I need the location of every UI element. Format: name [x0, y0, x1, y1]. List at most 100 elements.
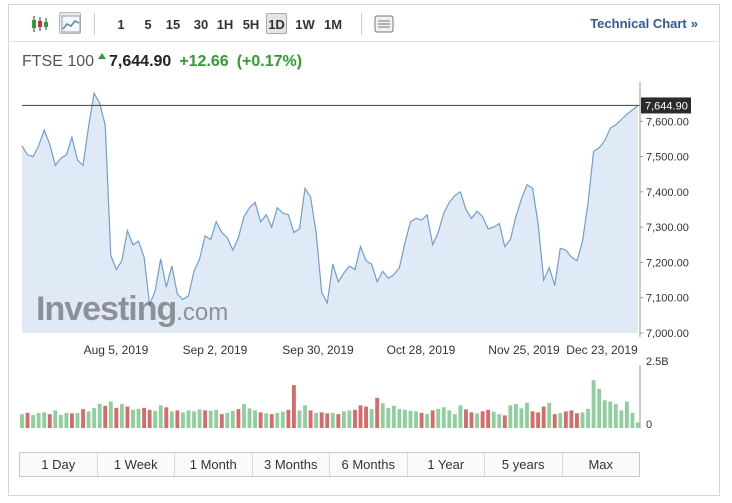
time-range-selector: 1 Day 1 Week 1 Month 3 Months 6 Months 1 Year…: [19, 452, 640, 477]
volume-bar: [497, 414, 502, 428]
volume-bar: [436, 408, 441, 428]
investing-watermark: Investing.com: [36, 290, 228, 329]
volume-bar: [608, 401, 613, 428]
volume-bar: [219, 414, 224, 428]
table-view-icon[interactable]: [372, 12, 394, 34]
volume-bar: [114, 407, 119, 428]
volume-bar: [230, 410, 235, 428]
range-button-5-years[interactable]: 5 years: [485, 453, 563, 476]
last-price-badge-label: 7,644.90: [645, 100, 688, 112]
volume-bar: [208, 410, 213, 428]
volume-bar: [447, 410, 452, 428]
volume-bar: [64, 412, 69, 428]
volume-bar: [286, 409, 291, 428]
range-button-1-day[interactable]: 1 Day: [20, 453, 98, 476]
technical-chart-label: Technical Chart: [590, 16, 687, 31]
double-chevron-right-icon: »: [690, 16, 698, 31]
volume-bar: [369, 409, 374, 428]
volume-bar: [480, 411, 485, 428]
y-tick-label: 7,000.00: [646, 328, 689, 340]
toolbar-divider: [94, 13, 95, 35]
volume-bar: [563, 411, 568, 428]
volume-bar: [469, 412, 474, 428]
volume-bar: [36, 412, 41, 428]
interval-button-5[interactable]: 5: [144, 17, 152, 32]
volume-bar: [513, 404, 518, 428]
range-button-1-week[interactable]: 1 Week: [97, 453, 175, 476]
volume-bar: [441, 407, 446, 428]
volume-bar: [458, 405, 463, 428]
volume-bar: [214, 409, 219, 428]
range-button-1-month[interactable]: 1 Month: [175, 453, 253, 476]
volume-bar: [247, 408, 252, 428]
volume-bar: [97, 403, 102, 428]
volume-bar: [92, 407, 97, 428]
interval-button-1d[interactable]: 1D: [266, 13, 287, 34]
volume-bar: [408, 410, 413, 428]
volume-bar: [430, 410, 435, 428]
volume-bar: [242, 404, 246, 428]
volume-bar: [197, 409, 202, 428]
volume-bar: [619, 410, 624, 428]
y-tick-label: 7,600.00: [646, 116, 689, 128]
volume-bar: [25, 412, 30, 428]
volume-bar: [308, 410, 313, 428]
interval-button-1w[interactable]: 1W: [295, 17, 315, 32]
interval-button-1[interactable]: 1: [117, 17, 125, 32]
range-button-3-months[interactable]: 3 Months: [252, 453, 330, 476]
volume-bar: [386, 407, 391, 428]
volume-bar: [425, 414, 430, 428]
interval-button-5h[interactable]: 5H: [242, 17, 260, 32]
range-button-max[interactable]: Max: [562, 453, 639, 476]
volume-bar: [203, 410, 208, 428]
volume-bar: [575, 413, 579, 428]
volume-bar: [131, 409, 135, 428]
volume-bar: [358, 405, 363, 428]
candlestick-icon[interactable]: [28, 12, 50, 34]
volume-bar: [580, 412, 585, 428]
volume-bar: [42, 412, 47, 428]
volume-bar: [452, 414, 457, 428]
volume-bar: [319, 412, 324, 428]
y-tick-label: 7,200.00: [646, 257, 689, 269]
interval-button-15[interactable]: 15: [165, 17, 181, 32]
volume-bar: [536, 412, 541, 428]
volume-bar: [103, 405, 108, 428]
volume-bar: [591, 380, 596, 428]
range-button-1-year[interactable]: 1 Year: [407, 453, 485, 476]
volume-bar: [53, 410, 58, 428]
volume-bar: [236, 409, 241, 428]
volume-bar: [142, 407, 147, 428]
volume-bar: [486, 409, 491, 428]
volume-bar: [70, 413, 74, 428]
interval-button-30[interactable]: 30: [193, 17, 209, 32]
volume-bar: [297, 410, 302, 428]
range-button-6-months[interactable]: 6 Months: [330, 453, 408, 476]
y-tick-label: 7,300.00: [646, 222, 689, 234]
interval-button-1h[interactable]: 1H: [216, 17, 234, 32]
volume-bar: [325, 413, 330, 428]
volume-bar: [20, 414, 24, 428]
volume-bar: [164, 407, 169, 428]
volume-bar: [253, 410, 258, 428]
interval-button-1m[interactable]: 1M: [323, 17, 343, 32]
volume-bar: [558, 412, 563, 428]
price-area: [22, 93, 638, 333]
volume-bar: [75, 412, 80, 428]
volume-bar: [475, 413, 479, 428]
volume-bar: [547, 402, 552, 428]
volume-bar: [541, 406, 546, 428]
volume-bar: [186, 410, 191, 428]
volume-bar: [552, 414, 557, 428]
volume-bar: [380, 403, 385, 428]
volume-bar: [414, 411, 418, 428]
line-chart-icon[interactable]: [59, 12, 81, 34]
volume-bar: [502, 415, 507, 428]
volume-bar: [491, 411, 496, 428]
price-change: +12.66: [179, 53, 229, 70]
volume-bar: [269, 414, 274, 428]
x-tick-label: Sep 30, 2019: [282, 343, 354, 357]
technical-chart-link[interactable]: Technical Chart»: [590, 16, 698, 31]
watermark-brand: Investing: [36, 290, 177, 328]
